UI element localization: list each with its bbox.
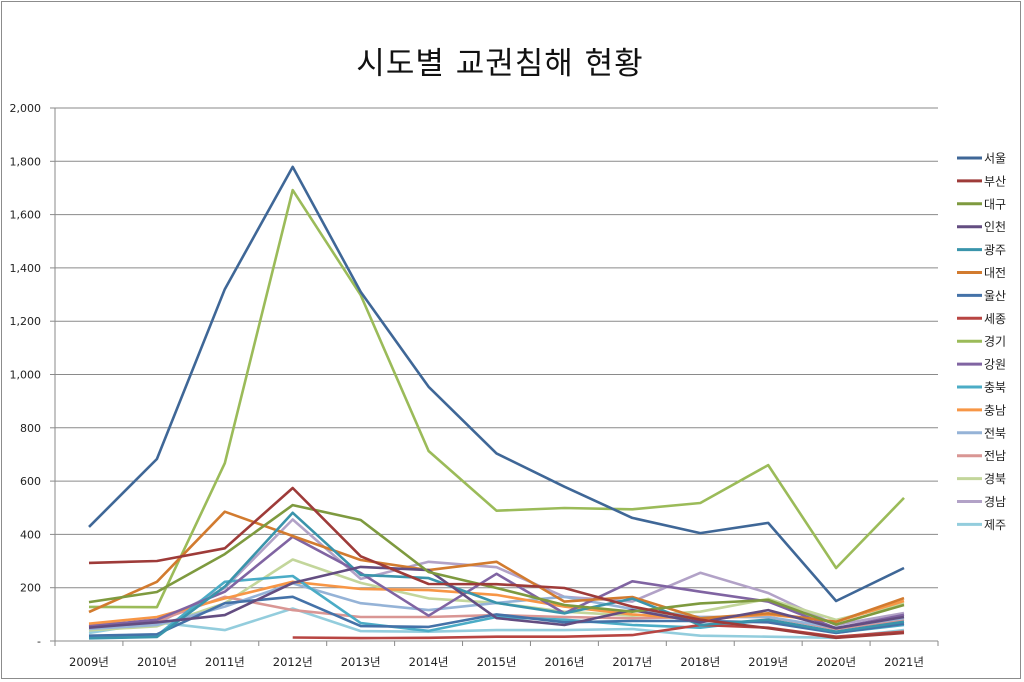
legend-item: 전북 bbox=[957, 426, 1006, 440]
y-tick-label: 1,000 bbox=[10, 369, 42, 382]
legend-label: 서울 bbox=[984, 152, 1006, 166]
legend-item: 경남 bbox=[957, 495, 1006, 509]
y-tick-label: 1,400 bbox=[10, 262, 42, 275]
series-lines bbox=[88, 165, 905, 640]
legend-label: 충남 bbox=[984, 403, 1006, 417]
x-tick-label: 2017년 bbox=[612, 655, 652, 669]
x-tick-label: 2016년 bbox=[544, 655, 584, 669]
y-tick-label: 800 bbox=[20, 422, 41, 435]
series-line-경기 bbox=[88, 188, 905, 609]
legend-label: 광주 bbox=[984, 243, 1006, 257]
x-tick-label: 2011년 bbox=[205, 655, 245, 669]
x-tick-label: 2018년 bbox=[680, 655, 720, 669]
axes: - 200 400 600 800 1,000 1,200 1,400 1,600 1,800 2,… bbox=[10, 102, 939, 669]
y-tick-label: 200 bbox=[20, 582, 41, 595]
legend-item: 대전 bbox=[957, 266, 1006, 280]
x-tick-label: 2019년 bbox=[748, 655, 788, 669]
chart-title: 시도별 교권침해 현황 bbox=[356, 46, 644, 82]
legend-label: 전북 bbox=[984, 426, 1006, 440]
gridlines bbox=[55, 107, 938, 589]
legend-item: 강원 bbox=[957, 358, 1006, 372]
series-line-대구 bbox=[88, 503, 905, 626]
series-line-서울 bbox=[88, 165, 905, 603]
x-tick-label: 2010년 bbox=[137, 655, 177, 669]
legend-item: 서울 bbox=[957, 152, 1006, 166]
legend-label: 울산 bbox=[984, 289, 1006, 303]
legend-item: 경기 bbox=[957, 335, 1006, 349]
x-tick-label: 2009년 bbox=[69, 655, 109, 669]
legend-item: 전남 bbox=[957, 449, 1006, 463]
y-tick-label: 600 bbox=[20, 475, 41, 488]
legend-item: 부산 bbox=[957, 174, 1006, 188]
y-tick-label: 1,600 bbox=[10, 209, 42, 222]
legend-label: 세종 bbox=[984, 312, 1006, 326]
legend-label: 충북 bbox=[984, 381, 1006, 395]
series-line-부산 bbox=[88, 486, 905, 640]
legend-label: 강원 bbox=[984, 358, 1006, 372]
legend-item: 광주 bbox=[957, 243, 1006, 257]
x-tick-label: 2012년 bbox=[273, 655, 313, 669]
series-line-인천 bbox=[88, 565, 905, 630]
legend-item: 충남 bbox=[957, 403, 1006, 417]
y-tick-label: 400 bbox=[20, 528, 41, 541]
x-tick-label: 2021년 bbox=[884, 655, 924, 669]
legend-label: 경북 bbox=[984, 472, 1006, 486]
legend-label: 대구 bbox=[984, 197, 1006, 211]
series-line-광주 bbox=[88, 511, 905, 640]
legend-item: 인천 bbox=[957, 219, 1006, 234]
legend-label: 전남 bbox=[984, 449, 1006, 463]
legend-item: 충북 bbox=[957, 381, 1006, 395]
legend-label: 인천 bbox=[984, 219, 1006, 234]
series-line-대전 bbox=[88, 510, 905, 624]
legend-label: 제주 bbox=[984, 518, 1006, 532]
x-tick-label: 2014년 bbox=[409, 655, 449, 669]
y-tick-label: 2,000 bbox=[10, 102, 42, 115]
legend-item: 울산 bbox=[957, 289, 1006, 303]
legend-label: 경남 bbox=[984, 495, 1006, 509]
legend-item: 경북 bbox=[957, 472, 1006, 486]
y-tick-label: 1,200 bbox=[10, 315, 42, 328]
x-tick-label: 2015년 bbox=[477, 655, 517, 669]
y-tick-label: 1,800 bbox=[10, 155, 42, 168]
series-line-울산 bbox=[88, 595, 905, 637]
y-tick-label: - bbox=[37, 635, 41, 648]
legend-item: 대구 bbox=[957, 197, 1006, 211]
series-line-제주 bbox=[88, 607, 905, 640]
x-tick-label: 2013년 bbox=[341, 655, 381, 669]
legend-item: 세종 bbox=[957, 312, 1006, 326]
legend-label: 경기 bbox=[984, 335, 1006, 349]
series-line-강원 bbox=[88, 535, 905, 630]
legend-label: 부산 bbox=[984, 174, 1006, 188]
legend-label: 대전 bbox=[984, 266, 1006, 280]
legend-item: 제주 bbox=[957, 518, 1006, 532]
x-tick-label: 2020년 bbox=[816, 655, 856, 669]
